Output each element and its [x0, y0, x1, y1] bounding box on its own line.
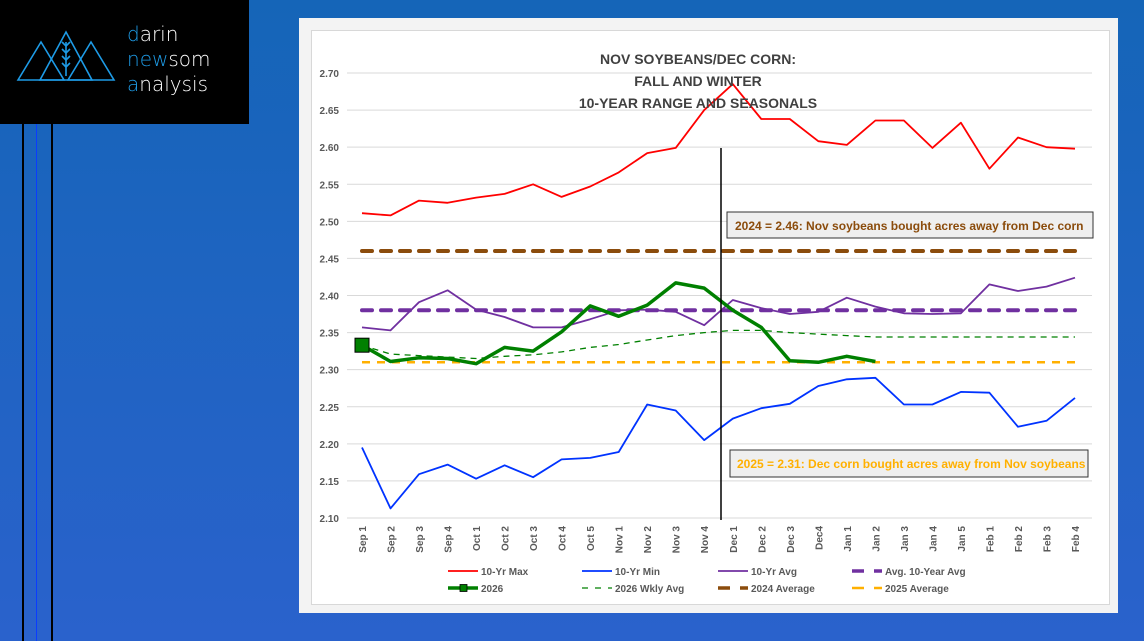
- y-tick-label: 2.20: [320, 440, 340, 451]
- x-tick-label: Nov 1: [615, 526, 626, 554]
- y-tick-label: 2.45: [320, 254, 340, 265]
- legend-label: 10-Yr Avg: [751, 567, 797, 578]
- x-tick-label: Oct 1: [472, 526, 483, 551]
- legend-label: 2025 Average: [885, 584, 949, 595]
- data-point-marker: [354, 337, 370, 353]
- x-tick-label: Nov 3: [672, 526, 683, 554]
- chart-frame: [311, 30, 1110, 605]
- annotation-text: 2025 = 2.31: Dec corn bought acres away …: [737, 457, 1086, 471]
- brand-initial: n: [127, 47, 140, 71]
- series-10-yr-max: [361, 83, 1076, 217]
- legend-label: 2026 Wkly Avg: [615, 584, 684, 595]
- y-axis: 2.70 2.65 2.60 2.55 2.50 2.45 2.40 2.35 2.30 2.25…: [320, 69, 340, 525]
- y-tick-label: 2.25: [320, 403, 340, 414]
- x-tick-label: Sep 2: [387, 526, 398, 553]
- x-tick-label: Oct 5: [586, 526, 597, 551]
- x-tick-label: Sep 1: [358, 526, 369, 553]
- brand-name: darin newsom analysis: [127, 22, 211, 97]
- x-axis: Sep 1 Sep 2 Sep 3 Sep 4 Oct 1 Oct 2 Oct 3 Oct 4…: [358, 526, 1082, 554]
- brand-logo: darin newsom analysis: [0, 0, 249, 124]
- x-tick-label: Jan 2: [871, 526, 882, 552]
- decorative-line: [22, 124, 24, 641]
- brand-word: arin: [139, 22, 179, 46]
- y-tick-label: 2.10: [320, 514, 340, 525]
- y-tick-label: 2.55: [320, 180, 340, 191]
- legend-label: Avg. 10-Year Avg: [885, 567, 966, 578]
- x-tick-label: Nov 2: [643, 526, 654, 554]
- brand-initial: a: [127, 72, 140, 96]
- legend-label: 10-Yr Min: [615, 567, 660, 578]
- x-tick-label: Dec 2: [757, 526, 768, 553]
- legend-marker: [459, 584, 468, 592]
- brand-word: nalysis: [139, 72, 208, 96]
- title-line: FALL AND WINTER: [634, 73, 762, 89]
- legend-label: 2026: [481, 584, 504, 595]
- x-tick-label: Jan 5: [957, 526, 968, 552]
- brand-word: ew: [139, 47, 169, 71]
- series-layer: [354, 83, 1077, 510]
- title-line: 10-YEAR RANGE AND SEASONALS: [579, 95, 817, 111]
- y-tick-label: 2.15: [320, 477, 340, 488]
- chart-title: NOV SOYBEANS/DEC CORN: FALL AND WINTER 1…: [579, 51, 817, 111]
- brand-initial: d: [127, 22, 140, 46]
- x-tick-label: Oct 2: [501, 526, 512, 551]
- x-tick-label: Jan 3: [900, 526, 911, 552]
- series-2026-wkly-avg: [361, 329, 1075, 360]
- decorative-line: [51, 124, 53, 641]
- y-tick-label: 2.60: [320, 143, 340, 154]
- legend: 10-Yr Max 10-Yr Min 10-Yr Avg Avg. 10-Year …: [448, 567, 966, 595]
- x-tick-label: Jan 1: [843, 526, 854, 552]
- title-line: NOV SOYBEANS/DEC CORN:: [600, 51, 796, 67]
- x-tick-label: Feb 3: [1042, 526, 1053, 553]
- y-tick-label: 2.65: [320, 106, 340, 117]
- y-tick-label: 2.30: [320, 366, 340, 377]
- mountain-wheat-icon: [16, 30, 116, 81]
- x-tick-label: Dec 1: [729, 526, 740, 553]
- x-tick-label: Sep 4: [444, 526, 455, 553]
- y-tick-label: 2.40: [320, 292, 340, 303]
- x-tick-label: Feb 2: [1014, 526, 1025, 553]
- annotation-2024: 2024 = 2.46: Nov soybeans bought acres a…: [726, 211, 1094, 239]
- x-tick-label: Jan 4: [928, 526, 939, 552]
- y-tick-label: 2.35: [320, 329, 340, 340]
- grid: [347, 72, 1092, 519]
- series-2026: [361, 281, 876, 366]
- y-tick-label: 2.70: [320, 69, 340, 80]
- series-10-yr-min: [361, 376, 1076, 510]
- x-tick-label: Dec4: [814, 526, 825, 550]
- legend-label: 10-Yr Max: [481, 567, 529, 578]
- x-tick-label: Nov 4: [700, 526, 711, 554]
- brand-word: som: [168, 47, 211, 71]
- x-tick-label: Oct 4: [558, 526, 569, 551]
- x-tick-label: Sep 3: [415, 526, 426, 553]
- annotation-2025: 2025 = 2.31: Dec corn bought acres away …: [729, 449, 1089, 478]
- x-tick-label: Oct 3: [529, 526, 540, 551]
- x-tick-label: Feb 4: [1071, 526, 1082, 553]
- decorative-line: [36, 124, 37, 641]
- x-tick-label: Feb 1: [985, 526, 996, 553]
- series-10-yr-avg: [361, 276, 1076, 332]
- x-tick-label: Dec 3: [786, 526, 797, 553]
- annotation-text: 2024 = 2.46: Nov soybeans bought acres a…: [735, 219, 1083, 233]
- legend-label: 2024 Average: [751, 584, 815, 595]
- y-tick-label: 2.50: [320, 217, 340, 228]
